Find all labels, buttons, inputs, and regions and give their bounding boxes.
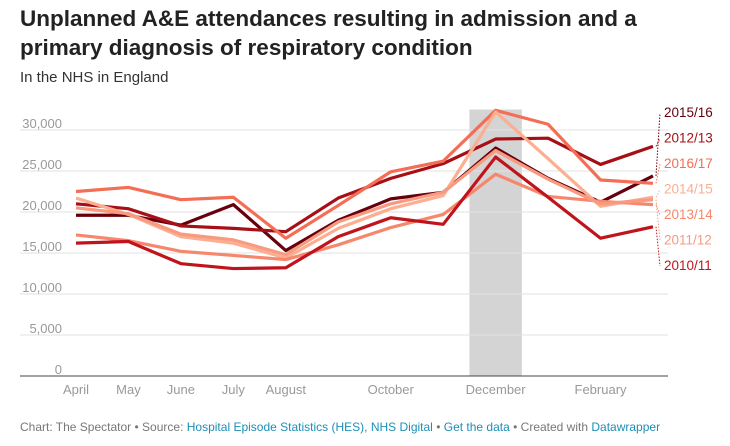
y-tick-label: 15,000 — [22, 239, 62, 254]
separator: • — [436, 420, 441, 434]
series-label: 2015/16 — [664, 105, 713, 120]
series-label: 2012/13 — [664, 131, 713, 146]
footer: Chart: The Spectator • Source: Hospital … — [20, 420, 660, 434]
series-line-2014-15 — [75, 110, 654, 260]
x-tick-label: October — [368, 382, 415, 397]
label-leader-line — [655, 204, 661, 216]
series-label: 2013/14 — [664, 207, 713, 222]
y-tick-label: 30,000 — [22, 116, 62, 131]
series-label: 2016/17 — [664, 156, 713, 171]
series-line-2016-17 — [75, 108, 654, 240]
y-tick-label: 10,000 — [22, 280, 62, 295]
label-leader-line — [655, 112, 661, 176]
y-tick-label: 5,000 — [29, 321, 62, 336]
x-tick-label: May — [116, 382, 141, 397]
x-tick-label: August — [266, 382, 307, 397]
x-tick-label: June — [167, 382, 195, 397]
label-leader-line — [655, 199, 661, 241]
label-leader-line — [655, 226, 661, 267]
source-link[interactable]: Hospital Episode Statistics (HES), NHS D… — [186, 420, 433, 434]
label-leader-line — [655, 189, 661, 198]
y-tick-label: 0 — [55, 362, 62, 377]
chart-title: Unplanned A&E attendances resulting in a… — [20, 6, 637, 60]
x-tick-label: February — [575, 382, 628, 397]
series-label: 2010/11 — [664, 258, 712, 273]
x-tick-label: December — [466, 382, 527, 397]
get-data-link[interactable]: Get the data — [443, 420, 510, 434]
chart-subtitle: In the NHS in England — [20, 69, 169, 86]
created-with: • Created with — [513, 420, 589, 434]
label-leader-line — [655, 138, 661, 147]
credit: Chart: The Spectator — [20, 420, 132, 434]
x-tick-label: July — [222, 382, 246, 397]
december-highlight-band — [469, 109, 522, 376]
y-tick-label: 20,000 — [22, 198, 62, 213]
datawrapper-link[interactable]: Datawrapper — [591, 420, 661, 434]
series-label: 2011/12 — [664, 233, 712, 248]
series-line-2013-14 — [75, 172, 654, 262]
source-label: • Source: — [134, 420, 184, 434]
y-tick-label: 25,000 — [22, 157, 62, 172]
series-label: 2014/15 — [664, 182, 713, 197]
series-line-2011-12 — [75, 148, 654, 257]
x-tick-label: April — [63, 382, 89, 397]
label-leader-line — [655, 163, 661, 184]
series-line-2010-11 — [75, 155, 654, 271]
